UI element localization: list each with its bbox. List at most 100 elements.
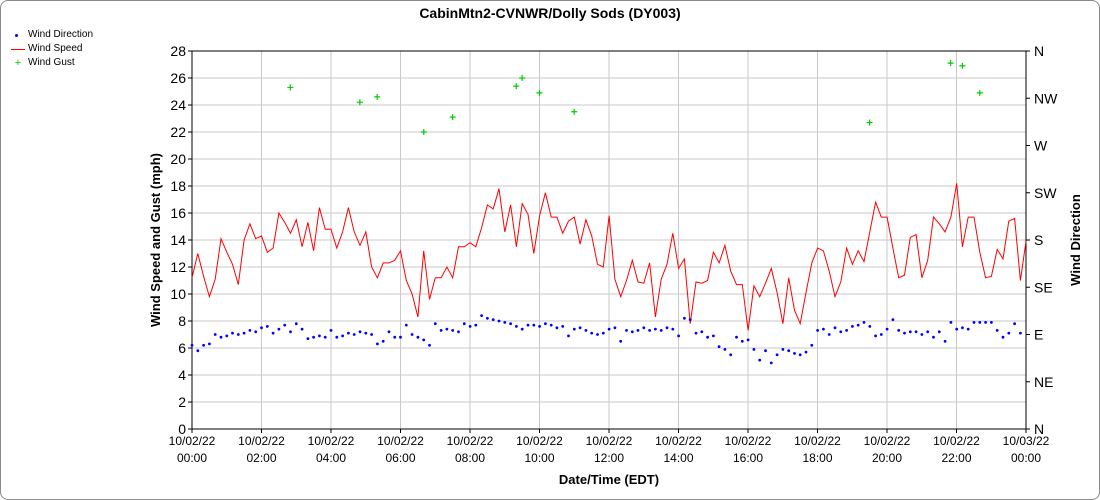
y2-tick-label: N (1034, 421, 1044, 437)
wind-direction-point (236, 333, 240, 336)
wind-direction-point (781, 348, 785, 351)
wind-direction-point (526, 323, 530, 327)
wind-direction-point (885, 327, 889, 331)
dot-marker-icon (10, 30, 26, 40)
wind-direction-point (306, 337, 310, 340)
y-tick-label: 28 (170, 43, 186, 59)
wind-direction-point (555, 326, 559, 330)
x-tick-date: 10/03/22 (1003, 434, 1050, 448)
wind-direction-point (879, 333, 883, 336)
wind-direction-point (312, 335, 315, 339)
y2-tick-label: NW (1034, 90, 1058, 106)
wind-direction-point (219, 335, 223, 339)
chart-title: CabinMtn2-CVNWR/Dolly Sods (DY003) (419, 5, 680, 21)
x-tick-time: 10:00 (524, 451, 554, 465)
wind-direction-point (265, 325, 269, 328)
x-tick-date: 10/02/22 (377, 434, 424, 448)
wind-direction-point (619, 339, 623, 343)
wind-direction-point (914, 330, 918, 334)
x-tick-date: 10/02/22 (933, 434, 980, 448)
wind-direction-point (908, 330, 912, 334)
wind-direction-point (468, 325, 472, 328)
x-tick-date: 10/02/22 (794, 434, 841, 448)
wind-direction-point (607, 327, 611, 331)
legend-item-gust: + Wind Gust (10, 56, 93, 70)
wind-direction-point (370, 333, 373, 336)
wind-direction-point (758, 358, 762, 362)
wind-direction-point (972, 321, 976, 324)
wind-direction-point (335, 335, 339, 339)
wind-direction-point (810, 343, 814, 347)
wind-direction-point (949, 321, 953, 324)
wind-direction-point (717, 345, 721, 348)
wind-gust-point (519, 75, 526, 81)
wind-direction-point (642, 326, 646, 330)
wind-gust-point (959, 62, 966, 69)
wind-gust-point (866, 119, 873, 126)
wind-direction-point (277, 327, 281, 331)
x-tick-date: 10/02/22 (864, 434, 911, 448)
wind-direction-point (839, 330, 843, 334)
wind-direction-point (903, 331, 906, 335)
x-tick-date: 10/02/22 (725, 434, 772, 448)
wind-direction-point (723, 348, 727, 351)
wind-direction-point (659, 329, 663, 332)
x-tick-date: 10/02/22 (655, 434, 702, 448)
y2-tick-label: SE (1034, 279, 1053, 295)
wind-direction-point (410, 333, 414, 336)
wind-direction-point (196, 349, 200, 353)
x-axis-label: Date/Time (EDT) (559, 472, 659, 487)
wind-direction-point (231, 331, 234, 335)
wind-direction-point (445, 327, 449, 331)
wind-direction-point (625, 329, 628, 332)
y-tick-label: 20 (170, 151, 186, 167)
wind-direction-point (816, 329, 819, 332)
wind-direction-point (694, 331, 698, 335)
wind-direction-point (381, 339, 385, 343)
wind-gust-point (947, 60, 954, 67)
x-tick-time: 20:00 (872, 451, 902, 465)
wind-direction-point (677, 334, 680, 338)
wind-direction-point (561, 325, 565, 328)
wind-direction-point (868, 325, 872, 328)
wind-direction-point (1007, 331, 1011, 335)
wind-direction-point (242, 331, 246, 335)
wind-direction-point (208, 342, 211, 346)
wind-direction-point (740, 339, 744, 343)
legend-label-direction: Wind Direction (28, 29, 94, 40)
wind-direction-point (439, 329, 443, 332)
wind-direction-point (804, 350, 808, 354)
wind-direction-point (202, 343, 206, 347)
wind-direction-point (341, 334, 344, 338)
wind-direction-point (700, 330, 704, 334)
wind-direction-point (856, 323, 860, 327)
wind-direction-point (433, 322, 437, 326)
wind-direction-point (509, 322, 512, 326)
wind-gust-point (374, 93, 381, 100)
wind-direction-point (706, 335, 709, 339)
wind-direction-point (347, 331, 350, 335)
wind-direction-point (404, 323, 408, 327)
wind-direction-point (630, 330, 634, 334)
wind-direction-point (897, 329, 901, 332)
wind-direction-point (399, 335, 402, 339)
wind-direction-point (926, 330, 930, 334)
line-marker-icon (10, 44, 26, 54)
legend-label-gust: Wind Gust (28, 57, 75, 68)
wind-direction-point (318, 334, 321, 338)
wind-direction-point (387, 330, 391, 334)
x-tick-date: 10/02/22 (447, 434, 494, 448)
y-tick-label: 22 (170, 124, 186, 140)
wind-direction-point (254, 330, 258, 334)
wind-direction-point (248, 329, 252, 332)
wind-direction-point (752, 348, 756, 351)
wind-direction-point (520, 327, 524, 331)
wind-direction-point (567, 334, 570, 338)
wind-direction-point (491, 318, 495, 321)
wind-direction-point (462, 322, 466, 326)
wind-direction-point (364, 331, 368, 335)
x-tick-date: 10/02/22 (238, 434, 285, 448)
x-tick-time: 00:00 (177, 451, 207, 465)
